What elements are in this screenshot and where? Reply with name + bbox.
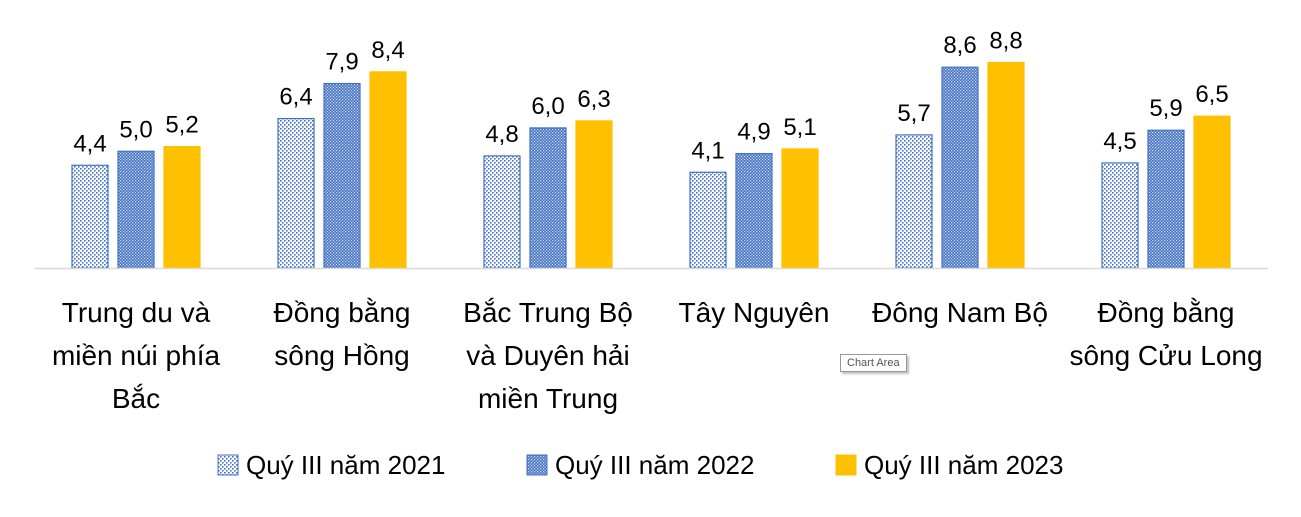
bar-s2-c3[interactable] — [529, 127, 567, 269]
data-label-s3-c1: 5,2 — [165, 112, 198, 139]
bar-s3-c4[interactable] — [781, 148, 819, 269]
legend-label-3: Quý III năm 2023 — [864, 450, 1063, 480]
category-label-1-line-3: Bắc — [112, 383, 160, 414]
bar-s1-c2[interactable] — [277, 117, 315, 269]
category-label-4-line-1: Tây Nguyên — [679, 297, 830, 328]
bar-s1-c6[interactable] — [1101, 162, 1139, 269]
bar-s2-c1[interactable] — [117, 150, 155, 269]
legend-swatch-3 — [835, 454, 857, 476]
bar-s1-c4[interactable] — [689, 171, 727, 269]
data-label-s2-c3: 6,0 — [531, 93, 564, 120]
legend-item-3[interactable]: Quý III năm 2023 — [835, 450, 1063, 480]
data-label-s1-c2: 6,4 — [279, 84, 312, 111]
data-label-s1-c4: 4,1 — [691, 137, 724, 164]
data-label-s3-c5: 8,8 — [989, 28, 1022, 55]
legend-item-2[interactable]: Quý III năm 2022 — [526, 450, 754, 480]
bar-s3-c3[interactable] — [575, 120, 613, 269]
bar-s3-c6[interactable] — [1193, 115, 1231, 269]
bar-s2-c5[interactable] — [941, 66, 979, 269]
data-label-s2-c4: 4,9 — [737, 119, 770, 146]
bar-s3-c1[interactable] — [163, 145, 201, 269]
legend[interactable]: Quý III năm 2021 Quý III năm 2022 Quý III … — [217, 450, 1063, 480]
category-label-5-line-1: Đông Nam Bộ — [872, 297, 1048, 328]
bar-s2-c6[interactable] — [1147, 129, 1185, 269]
category-label-1-line-1: Trung du và — [62, 297, 211, 328]
bar-s1-c3[interactable] — [483, 155, 521, 269]
bar-s2-c2[interactable] — [323, 82, 361, 269]
chart-area-tooltip: Chart Area — [840, 354, 907, 372]
bar-s1-c5[interactable] — [895, 134, 933, 269]
data-label-s1-c3: 4,8 — [485, 121, 518, 148]
data-label-s2-c1: 5,0 — [119, 116, 152, 143]
plot-area: 4,4 6,4 4,8 4,1 5,7 4,5 5,0 7,9 6,0 4,9 8,6 5,9 5,2 8… — [71, 28, 1231, 269]
legend-label-1: Quý III năm 2021 — [246, 450, 445, 480]
data-label-s3-c3: 6,3 — [577, 86, 610, 113]
category-label-3-line-1: Bắc Trung Bộ — [463, 297, 633, 328]
category-label-3-line-2: và Duyên hải — [466, 340, 629, 371]
category-label-2-line-1: Đồng bằng — [273, 297, 410, 328]
category-label-3-line-3: miền Trung — [478, 383, 618, 414]
data-label-s3-c4: 5,1 — [783, 114, 816, 141]
data-label-s1-c6: 4,5 — [1103, 128, 1136, 155]
category-label-6-line-1: Đồng bằng — [1097, 297, 1234, 328]
category-label-6-line-2: sông Cửu Long — [1069, 340, 1262, 371]
bar-s3-c5[interactable] — [987, 61, 1025, 269]
bar-s1-c1[interactable] — [71, 164, 109, 269]
data-label-s1-c5: 5,7 — [897, 100, 930, 127]
data-label-s2-c5: 8,6 — [943, 32, 976, 59]
category-labels: Trung du và miền núi phía Bắc Đồng bằng sông… — [52, 297, 1263, 414]
bar-s3-c2[interactable] — [369, 71, 407, 269]
data-label-s3-c6: 6,5 — [1195, 81, 1228, 108]
legend-item-1[interactable]: Quý III năm 2021 — [217, 450, 445, 480]
bar-s2-c4[interactable] — [735, 152, 773, 269]
category-label-1-line-2: miền núi phía — [52, 340, 221, 371]
data-label-s1-c1: 4,4 — [73, 130, 106, 157]
data-label-s2-c6: 5,9 — [1149, 95, 1182, 122]
category-label-2-line-2: sông Hồng — [274, 340, 409, 371]
legend-swatch-1 — [217, 454, 239, 476]
data-label-s3-c2: 8,4 — [371, 37, 404, 64]
data-label-s2-c2: 7,9 — [325, 49, 358, 76]
legend-label-2: Quý III năm 2022 — [555, 450, 754, 480]
legend-swatch-2 — [526, 454, 548, 476]
